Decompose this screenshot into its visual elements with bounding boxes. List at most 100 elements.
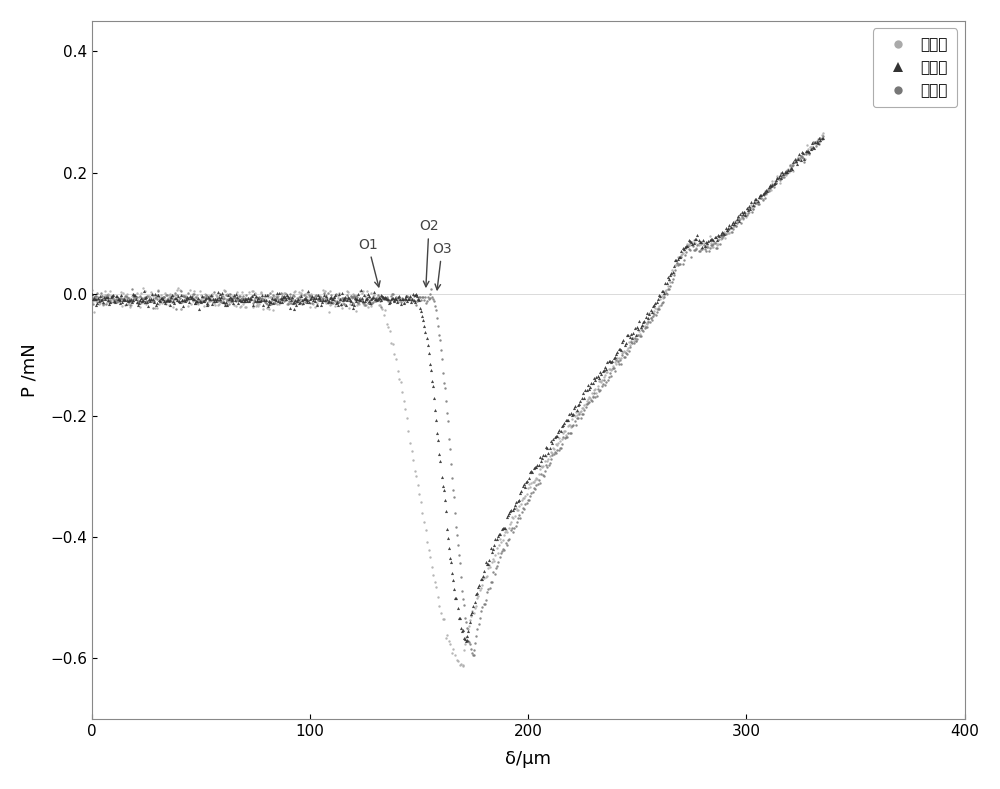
Point xyxy=(510,512,526,525)
Point xyxy=(590,380,606,393)
Point xyxy=(320,295,336,308)
Point xyxy=(358,293,374,305)
Point xyxy=(310,290,326,302)
Point xyxy=(702,234,718,246)
Point xyxy=(252,291,268,304)
Point xyxy=(633,329,649,342)
Point xyxy=(376,293,392,305)
Point xyxy=(597,361,613,373)
Point xyxy=(801,148,817,160)
Point xyxy=(711,230,727,243)
Point xyxy=(322,292,338,305)
Point xyxy=(125,292,141,305)
Point xyxy=(286,286,302,298)
Point xyxy=(165,295,181,308)
Point xyxy=(125,294,141,306)
Point xyxy=(133,292,149,305)
Point xyxy=(670,259,686,271)
Point xyxy=(133,297,149,309)
Point xyxy=(383,293,399,305)
Point xyxy=(519,497,535,510)
Point xyxy=(256,294,272,306)
Point xyxy=(455,660,471,672)
Point xyxy=(441,634,457,647)
Point xyxy=(684,236,700,249)
Point xyxy=(667,259,683,271)
Point xyxy=(698,236,714,249)
Point xyxy=(526,476,542,488)
Point xyxy=(280,297,296,309)
Point xyxy=(404,444,420,457)
Point xyxy=(344,297,360,310)
Point xyxy=(766,181,782,193)
Point xyxy=(719,223,735,236)
Point xyxy=(814,133,830,146)
Point xyxy=(235,290,251,302)
Point xyxy=(629,333,645,346)
Point xyxy=(731,214,747,226)
Point xyxy=(449,653,465,666)
Point xyxy=(513,498,529,510)
Point xyxy=(232,301,248,313)
Point xyxy=(126,291,142,304)
Point xyxy=(317,294,333,306)
Point xyxy=(190,292,206,305)
Point xyxy=(606,351,622,364)
Point xyxy=(341,302,357,315)
Point xyxy=(393,297,409,310)
Point xyxy=(479,570,495,582)
Point xyxy=(735,212,751,225)
Point xyxy=(241,285,257,297)
Point xyxy=(131,295,147,308)
Point xyxy=(261,296,277,308)
Point xyxy=(343,290,359,302)
Point xyxy=(218,295,234,308)
Point xyxy=(413,305,429,317)
Point xyxy=(687,237,703,249)
Point xyxy=(333,299,349,312)
Point xyxy=(363,293,379,305)
Point xyxy=(358,299,374,312)
Point xyxy=(411,294,427,306)
Point xyxy=(322,285,338,297)
Point xyxy=(685,237,701,250)
Point xyxy=(356,289,372,301)
Point xyxy=(478,570,494,583)
Point xyxy=(748,196,764,209)
Point xyxy=(254,293,270,305)
Point xyxy=(249,299,265,312)
Point xyxy=(251,292,267,305)
Point xyxy=(362,296,378,308)
Point xyxy=(167,292,183,305)
Point xyxy=(340,293,356,305)
Point xyxy=(200,299,216,312)
Point xyxy=(283,297,299,310)
Point xyxy=(410,293,426,305)
Point xyxy=(784,158,800,170)
Point xyxy=(245,297,261,309)
Point xyxy=(632,330,648,342)
Point xyxy=(223,296,239,308)
Point xyxy=(297,296,313,308)
Point xyxy=(460,623,476,636)
Point xyxy=(169,284,185,297)
Point xyxy=(652,290,668,302)
Point xyxy=(479,558,495,570)
Point xyxy=(218,289,234,301)
Point xyxy=(805,137,821,150)
Point xyxy=(578,398,594,410)
Point xyxy=(391,292,407,305)
Point xyxy=(290,294,306,307)
Point xyxy=(312,291,328,304)
Point xyxy=(360,288,376,301)
Point xyxy=(106,294,122,307)
Point xyxy=(333,294,349,307)
Point xyxy=(743,196,759,208)
Point xyxy=(93,294,109,306)
Point xyxy=(553,441,569,454)
Point xyxy=(129,297,145,309)
Point xyxy=(495,543,511,555)
Point xyxy=(111,292,127,305)
Point xyxy=(463,610,479,623)
Point xyxy=(514,506,530,518)
